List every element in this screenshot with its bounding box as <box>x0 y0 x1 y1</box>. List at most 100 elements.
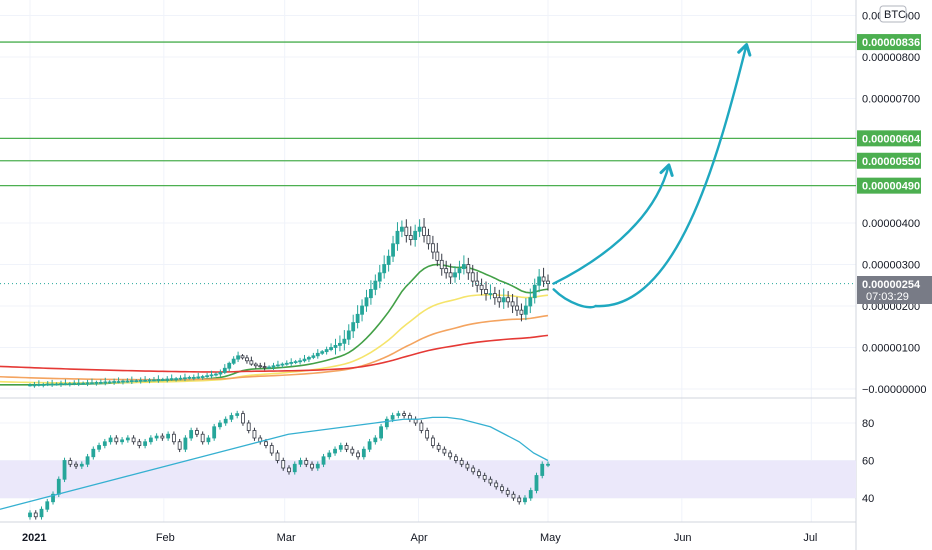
candle-body <box>107 381 112 384</box>
rsi-candle-body <box>166 433 171 439</box>
time-axis[interactable]: 2021 Feb Mar Apr May Jun Jul <box>22 532 817 544</box>
candle-body <box>395 230 400 245</box>
candle-body <box>479 284 484 290</box>
candle-body <box>417 226 422 232</box>
candle-body <box>147 379 152 382</box>
candle-body <box>45 383 50 386</box>
rsi-candle-body <box>183 437 188 450</box>
candle-body <box>183 377 187 380</box>
candle-body <box>342 338 347 344</box>
projection-arrows[interactable] <box>552 43 752 309</box>
rsi-candle-body <box>459 460 464 465</box>
candle-body <box>307 357 311 360</box>
rsi-candle-body <box>436 445 441 450</box>
rsi-candle-body <box>488 478 493 484</box>
candle-body <box>280 363 285 366</box>
rsi-candle-body <box>298 460 303 465</box>
rsi-candle-body <box>333 448 337 454</box>
level-tag-bg <box>857 152 921 169</box>
rsi-candle-body <box>91 448 96 458</box>
rsi-candle-body <box>442 448 447 454</box>
candle-body <box>408 235 413 240</box>
rsi-candle-body <box>367 441 372 450</box>
level-tag-label: 0.00000490 <box>862 181 920 193</box>
rsi-axis[interactable]: 80 60 40 <box>862 418 874 505</box>
candle-body <box>165 378 170 381</box>
rsi-candle-body <box>148 437 153 443</box>
candle-body <box>191 376 196 379</box>
currency-badge-label: BTC <box>884 9 906 21</box>
candle-body <box>152 379 156 382</box>
candle-body <box>333 345 338 348</box>
candle-body <box>506 297 511 303</box>
projection-arrow-head <box>737 43 752 57</box>
candle-body <box>90 382 94 385</box>
rsi-candle-body <box>465 463 470 469</box>
level-tag-bg <box>857 177 921 194</box>
time-tick-label: Feb <box>156 532 175 544</box>
rsi-ma-line <box>0 416 549 510</box>
candle-body <box>187 376 192 379</box>
rsi-candle-body <box>419 422 424 431</box>
price-axis[interactable]: 0.000009000.000008000.000007000.00000400… <box>862 11 927 397</box>
candle-body <box>222 367 227 373</box>
candle-body <box>426 235 431 245</box>
rsi-candle-body <box>85 456 90 465</box>
rsi-candle-body <box>108 437 113 443</box>
projection-arrow-path <box>552 43 748 309</box>
rsi-candle-body <box>425 430 430 439</box>
candle-body <box>475 280 480 286</box>
rsi-band <box>0 460 856 498</box>
candle-body <box>404 226 409 236</box>
currency-badge[interactable]: BTC <box>879 5 907 23</box>
candle-body <box>85 382 90 385</box>
candle-body <box>28 384 32 387</box>
candle-body <box>81 382 86 385</box>
candle-body <box>373 280 378 290</box>
candle-body <box>320 351 325 354</box>
price-tick-label: 0.00000700 <box>862 94 920 106</box>
candle-body <box>289 362 294 364</box>
level-tag-label: 0.00000836 <box>862 37 920 49</box>
rsi-candle-body <box>477 471 481 476</box>
candle-body <box>537 276 542 286</box>
countdown-label: 07:03:29 <box>866 291 909 303</box>
candle-body <box>488 293 493 295</box>
rsi-candle-body <box>448 452 453 458</box>
candle-body <box>346 330 351 340</box>
candle-body <box>174 378 179 381</box>
rsi-candle-body <box>229 415 234 420</box>
candle-body <box>351 322 356 332</box>
rsi-candle-body <box>327 452 332 458</box>
rsi-candle-body <box>28 512 32 518</box>
candle-body <box>41 384 46 386</box>
rsi-candle-body <box>143 441 148 446</box>
price-tick-label: 0.00000400 <box>862 218 920 230</box>
rsi-candle-body <box>373 437 378 443</box>
candle-body <box>382 264 387 274</box>
rsi-candle-body <box>212 426 217 439</box>
rsi-candle-body <box>338 445 343 450</box>
rsi-candle-body <box>281 460 286 469</box>
rsi-candle-body <box>252 430 257 439</box>
candle-body <box>236 355 240 360</box>
candle-body <box>457 268 462 274</box>
candlestick-series <box>28 218 550 388</box>
rsi-candle-body <box>361 448 366 458</box>
rsi-candle-body <box>396 413 401 416</box>
rsi-candle-body <box>223 418 228 424</box>
rsi-candle-body <box>315 463 320 469</box>
rsi-candle-body <box>540 463 545 476</box>
rsi-candle-body <box>546 463 550 466</box>
level-tag-bg <box>857 130 921 147</box>
candle-body <box>262 366 267 368</box>
rsi-candle-body <box>534 475 539 491</box>
candle-body <box>453 272 457 278</box>
time-tick-label: May <box>540 532 561 544</box>
current-price-tag: 0.00000254 07:03:29 <box>857 276 932 304</box>
time-tick-label: Jul <box>803 532 817 544</box>
candle-body <box>430 243 435 253</box>
candle-body <box>156 379 161 381</box>
rsi-candle-body <box>125 437 130 441</box>
